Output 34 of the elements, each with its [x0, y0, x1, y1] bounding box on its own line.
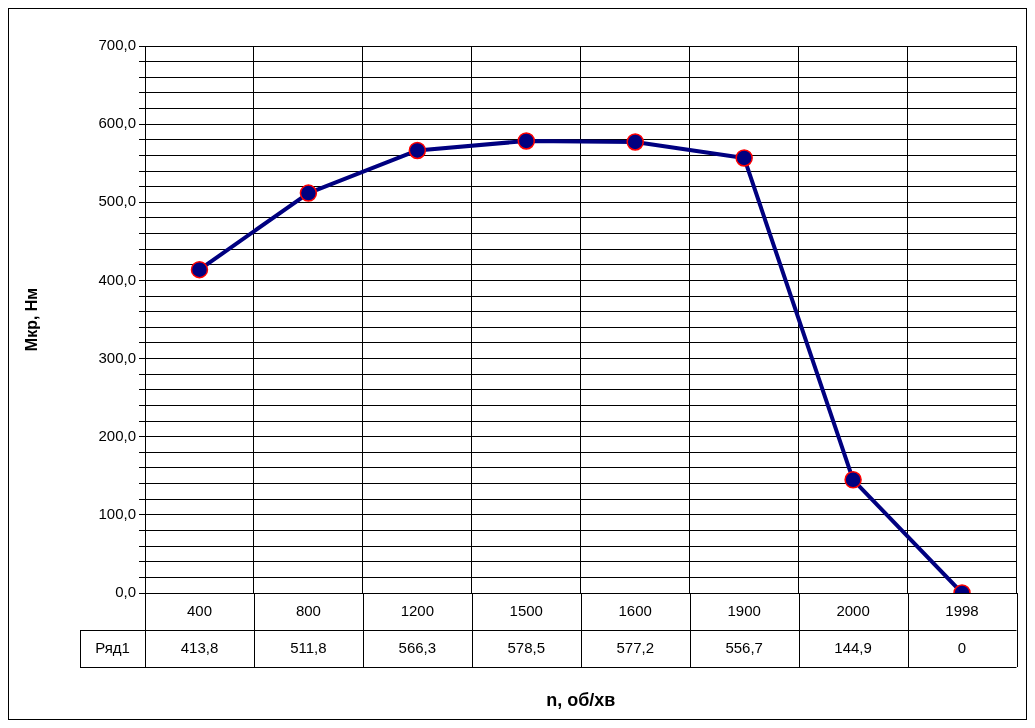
- x-tick-label: 1900: [727, 602, 761, 620]
- y-tick-label: 500,0: [98, 192, 136, 210]
- x-tick-label: 1600: [618, 602, 652, 620]
- y-tick-label: 400,0: [98, 270, 136, 288]
- point: [408, 141, 427, 160]
- point: [735, 149, 753, 167]
- x-tick-label: 1500: [509, 602, 543, 620]
- data-label: 566,3: [398, 638, 437, 656]
- point: [299, 184, 318, 202]
- x-tick-label: 1200: [400, 602, 435, 620]
- x-tick-label: 1998: [945, 602, 979, 620]
- data-label: 577,2: [616, 638, 654, 656]
- y-tick-label: 300,0: [98, 348, 136, 366]
- data-label: 144,9: [834, 638, 872, 656]
- data-label: 511,8: [290, 638, 327, 656]
- y-tick-label: 700,0: [98, 36, 136, 54]
- x-axis-title: n, об/хв: [546, 689, 616, 710]
- y-tick-label: 100,0: [98, 505, 136, 522]
- text: Ряд1: [95, 638, 130, 656]
- point: [844, 471, 862, 489]
- point: [517, 132, 536, 150]
- x-tick-label: 800: [295, 602, 321, 620]
- data-label: 0: [957, 638, 967, 656]
- x-tick-label: 400: [186, 602, 212, 620]
- y-tick-label: 600,0: [98, 114, 136, 132]
- y-tick-label: 200,0: [98, 426, 136, 444]
- x-tick-label: 2000: [836, 602, 870, 620]
- data-label: 556,7: [725, 638, 763, 656]
- point: [626, 133, 644, 151]
- y-axis-title: Мкр, Нм: [23, 287, 41, 352]
- point: [190, 260, 209, 279]
- y-tick-label: 0,0: [115, 583, 136, 601]
- data-label: 413,8: [180, 638, 219, 656]
- data-label: 578,5: [507, 638, 546, 656]
